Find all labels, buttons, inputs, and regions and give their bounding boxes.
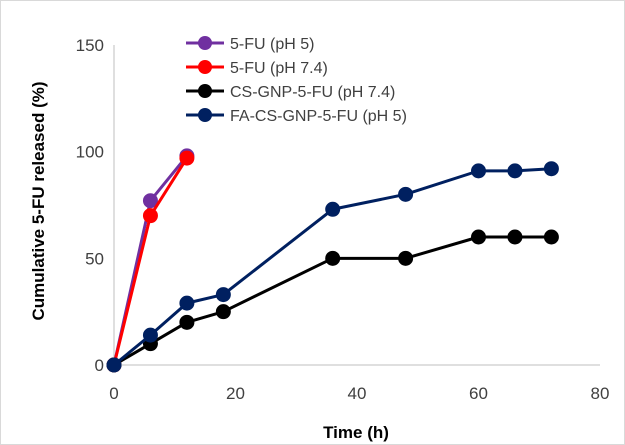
legend-swatch-marker <box>198 36 212 50</box>
legend-label: 5-FU (pH 5) <box>230 36 314 53</box>
data-point <box>142 208 158 224</box>
legend-layer: 5-FU (pH 5) 5-FU (pH 7.4) CS-GNP-5-FU (pH … <box>186 36 407 125</box>
series-fa-cs-gnp-5-fu-ph-5 <box>106 161 559 373</box>
x-tick-label: 80 <box>591 384 610 403</box>
data-point <box>325 201 341 217</box>
x-axis-title: Time (h) <box>323 423 389 442</box>
legend-label: 5-FU (pH 7.4) <box>230 60 328 77</box>
data-point <box>398 186 414 202</box>
series-line <box>113 167 552 367</box>
legend-swatch-marker <box>198 108 212 122</box>
series-cs-gnp-5-fu-ph-7-4 <box>106 229 559 373</box>
x-tick-label: 60 <box>469 384 488 403</box>
data-point <box>142 193 158 209</box>
legend-label: FA-CS-GNP-5-FU (pH 5) <box>230 108 407 125</box>
legend-entry: 5-FU (pH 7.4) <box>186 60 328 77</box>
y-tick-label: 50 <box>85 249 104 268</box>
legend-entry: CS-GNP-5-FU (pH 7.4) <box>186 84 395 101</box>
data-point <box>179 314 195 330</box>
series-layer <box>106 148 559 373</box>
legend-entry: FA-CS-GNP-5-FU (pH 5) <box>186 108 407 125</box>
data-point <box>179 150 195 166</box>
data-point <box>507 229 523 245</box>
data-point <box>543 229 559 245</box>
y-tick-label: 100 <box>76 143 104 162</box>
data-point <box>398 250 414 266</box>
data-point <box>543 161 559 177</box>
data-point <box>215 304 231 320</box>
data-point <box>179 295 195 311</box>
y-axis-title: Cumulative 5-FU released (%) <box>29 81 48 320</box>
data-point <box>325 250 341 266</box>
axes-layer: 0 50 100 150 0 20 40 60 80 <box>76 36 610 403</box>
data-point <box>471 163 486 179</box>
data-point <box>142 327 158 343</box>
legend-swatch-marker <box>198 84 212 98</box>
y-tick-label: 0 <box>95 356 104 375</box>
x-tick-label: 0 <box>109 384 118 403</box>
legend-label: CS-GNP-5-FU (pH 7.4) <box>230 84 395 101</box>
data-point <box>106 357 122 373</box>
x-tick-label: 20 <box>226 384 245 403</box>
data-point <box>507 163 523 179</box>
legend-entry: 5-FU (pH 5) <box>186 36 314 53</box>
legend-swatch-marker <box>198 60 212 74</box>
x-tick-label: 40 <box>348 384 367 403</box>
data-point <box>215 287 231 303</box>
y-tick-label: 150 <box>76 36 104 55</box>
data-point <box>471 229 486 245</box>
